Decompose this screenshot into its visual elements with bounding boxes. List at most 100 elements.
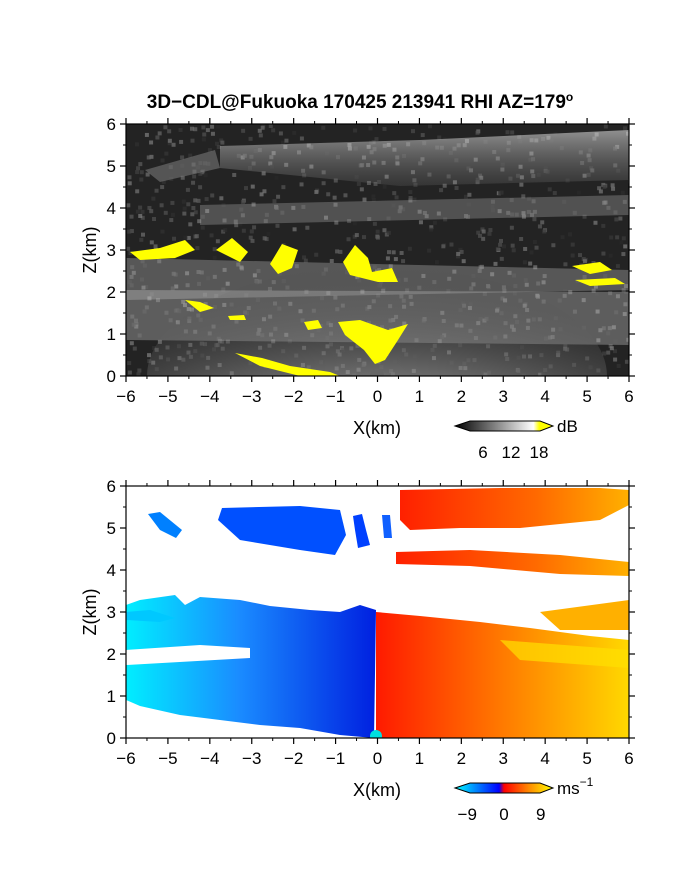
intensity-speckle [582, 214, 587, 219]
intensity-speckle [225, 281, 230, 286]
velocity-xtick-label: −6 [116, 749, 135, 768]
intensity-speckle [129, 229, 134, 234]
intensity-speckle [223, 227, 228, 232]
intensity-speckle [602, 200, 607, 205]
intensity-speckle [191, 205, 196, 210]
intensity-ytick-label: 3 [107, 241, 116, 260]
intensity-speckle [420, 133, 425, 138]
intensity-speckle [442, 136, 447, 141]
intensity-speckle [182, 206, 187, 211]
intensity-speckle [374, 137, 379, 142]
intensity-speckle [299, 182, 304, 187]
intensity-speckle [185, 271, 190, 276]
intensity-speckle [572, 309, 577, 314]
intensity-speckle [262, 189, 267, 194]
velocity-colorbar: −9 0 9 ms−1 [453, 775, 594, 824]
intensity-speckle [621, 236, 626, 241]
intensity-speckle [393, 257, 398, 262]
intensity-speckle [170, 286, 175, 291]
intensity-ytick-label: 4 [107, 199, 116, 218]
intensity-speckle [127, 361, 132, 366]
intensity-speckle [490, 272, 495, 277]
intensity-speckle [128, 251, 133, 256]
intensity-speckle [127, 181, 132, 186]
intensity-speckle [205, 209, 210, 214]
intensity-speckle [535, 294, 540, 299]
intensity-speckle [478, 265, 483, 270]
intensity-speckle [429, 227, 434, 232]
intensity-speckle [333, 178, 338, 183]
intensity-speckle [532, 217, 537, 222]
intensity-speckle [615, 264, 620, 269]
intensity-speckle [611, 186, 616, 191]
velocity-ytick-label: 5 [107, 519, 116, 538]
intensity-speckle [399, 251, 404, 256]
intensity-speckle [303, 258, 308, 263]
intensity-speckle [477, 268, 482, 273]
intensity-speckle [611, 325, 616, 330]
intensity-speckle [427, 248, 432, 253]
intensity-speckle [149, 209, 154, 214]
intensity-speckle [221, 287, 226, 292]
intensity-speckle [499, 238, 504, 243]
intensity-speckle [481, 236, 486, 241]
intensity-speckle [591, 288, 596, 293]
velocity-colorbar-unit: ms−1 [557, 775, 594, 798]
intensity-speckle [160, 158, 165, 163]
intensity-speckle [385, 256, 390, 261]
intensity-speckle [135, 170, 140, 175]
intensity-speckle [142, 309, 147, 314]
intensity-speckle [397, 209, 402, 214]
velocity-panel: −6 −5 −4 −3 −2 −1 0 1 2 3 4 5 6 0 1 2 3 4 5 6 X(km) Z(km) −… [80, 477, 635, 824]
intensity-speckle [608, 291, 613, 296]
intensity-xtick-label: 3 [499, 387, 508, 406]
intensity-speckle [262, 236, 267, 241]
intensity-speckle [221, 229, 226, 234]
intensity-speckle [557, 298, 562, 303]
intensity-speckle [241, 199, 246, 204]
intensity-speckle [232, 172, 237, 177]
intensity-speckle [334, 220, 339, 225]
intensity-speckle [167, 129, 172, 134]
intensity-speckle [608, 344, 613, 349]
intensity-speckle [352, 221, 357, 226]
intensity-speckle [490, 199, 495, 204]
intensity-speckle [391, 250, 396, 255]
intensity-speckle [127, 175, 132, 180]
intensity-speckle [301, 204, 306, 209]
intensity-speckle [510, 243, 515, 248]
intensity-xtick-label: −3 [242, 387, 261, 406]
intensity-speckle [552, 191, 557, 196]
intensity-speckle [495, 246, 500, 251]
intensity-speckle [174, 284, 179, 289]
intensity-speckle [514, 212, 519, 217]
intensity-speckle [408, 190, 413, 195]
intensity-speckle [133, 318, 138, 323]
intensity-xtick-label: 1 [415, 387, 424, 406]
intensity-speckle [266, 231, 271, 236]
intensity-xtick-label: −1 [326, 387, 345, 406]
intensity-speckle [621, 252, 626, 257]
intensity-speckle [542, 274, 547, 279]
velocity-ytick-label: 0 [107, 729, 116, 748]
intensity-speckle [197, 219, 202, 224]
velocity-ytick-label: 3 [107, 603, 116, 622]
intensity-speckle [139, 177, 144, 182]
intensity-speckle [140, 215, 145, 220]
intensity-speckle [387, 250, 392, 255]
velocity-colorbar-tick: 0 [499, 805, 508, 824]
intensity-speckle [401, 207, 406, 212]
intensity-speckle [570, 242, 575, 247]
intensity-xtick-label: −6 [116, 387, 135, 406]
intensity-speckle [138, 205, 143, 210]
intensity-speckle [498, 242, 503, 247]
intensity-speckle [157, 259, 162, 264]
intensity-speckle [382, 184, 387, 189]
intensity-speckle [615, 235, 620, 240]
intensity-speckle [501, 244, 506, 249]
intensity-speckle [436, 211, 441, 216]
intensity-speckle [510, 212, 515, 217]
intensity-speckle [362, 197, 367, 202]
velocity-ylabel: Z(km) [80, 589, 100, 636]
